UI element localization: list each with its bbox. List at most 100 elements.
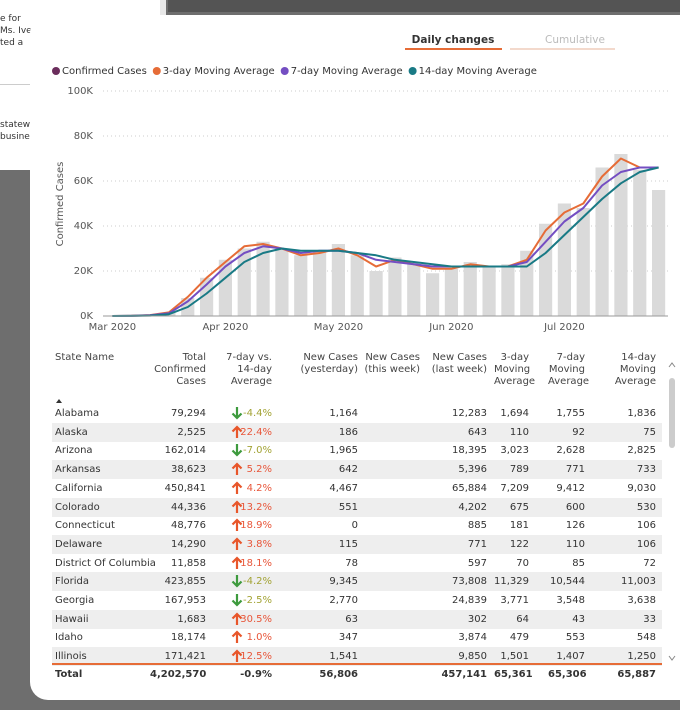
legend-label: 14-day Moving Average [419, 66, 537, 77]
up-arrow [231, 537, 243, 550]
table-cell: 92 [572, 426, 585, 438]
table-cell: 162,014 [164, 445, 206, 457]
table-cell: Connecticut [55, 520, 115, 532]
bar [614, 154, 628, 316]
row-stripe [52, 422, 662, 442]
table-cell: Alabama [55, 408, 100, 419]
bar [275, 248, 289, 316]
table-cell: 3.8% [246, 538, 272, 550]
table-cell: 18,395 [452, 445, 487, 457]
down-arrow [231, 594, 243, 607]
row-stripe [52, 647, 662, 667]
top-strip [168, 0, 680, 12]
down-arrow [231, 407, 243, 420]
table-cell: -0.9% [240, 669, 272, 680]
bar [482, 266, 496, 316]
table-cell: 33 [643, 613, 656, 625]
table-cell: 1,250 [627, 651, 656, 663]
up-arrow [231, 630, 243, 644]
table-cell: 110 [565, 538, 585, 550]
table-cell: Colorado [55, 501, 100, 513]
table-cell [362, 535, 420, 554]
bar [633, 169, 647, 316]
tab-underline [405, 48, 502, 50]
table-cell: 771 [467, 538, 487, 550]
bar [331, 244, 346, 316]
table-cell: 22.4% [240, 426, 272, 438]
table-cell: 13.2% [240, 501, 272, 513]
column-header[interactable]: 7-day Moving Average [548, 352, 590, 387]
bar [312, 250, 327, 316]
up-arrow [231, 481, 243, 494]
table-cell: 347 [338, 632, 358, 644]
table-cell: 597 [467, 557, 487, 569]
tab-underline [510, 48, 615, 50]
tab-cumulative[interactable]: Cumulative [545, 34, 605, 46]
table-cell: 56,806 [319, 669, 358, 680]
y-tick-label: 40K [74, 221, 94, 232]
column-header[interactable]: New Cases (this week) [364, 352, 420, 375]
table-cell: 7,209 [500, 482, 529, 494]
bar [369, 271, 383, 316]
scroll-thumb[interactable] [669, 378, 675, 448]
table-cell: 18,174 [171, 632, 206, 644]
table-cell: 551 [338, 501, 358, 513]
x-tick-label: Apr 2020 [202, 322, 248, 333]
table-cell: 64 [516, 613, 529, 625]
table-cell: 72 [643, 557, 656, 569]
tab-daily[interactable]: Daily changes [412, 34, 495, 46]
table-cell: 1,541 [329, 651, 358, 663]
table-cell: 65,887 [617, 669, 656, 680]
bar [407, 262, 421, 316]
row-stripe [52, 572, 662, 592]
table-cell: 5,396 [458, 464, 487, 476]
column-header[interactable]: 14-day Moving Average [614, 352, 656, 387]
table-cell: 450,841 [164, 482, 206, 494]
table-cell: 43 [572, 613, 585, 625]
table-cell: 885 [467, 520, 487, 532]
table-cell: 3,874 [458, 632, 487, 644]
bar [595, 167, 609, 316]
bar [218, 259, 233, 316]
background-text: ted a [0, 38, 24, 48]
column-header[interactable]: 7-day vs. 14-day Average [226, 352, 272, 387]
table-cell [362, 441, 420, 460]
table-cell: 24,839 [452, 595, 487, 606]
up-arrow [231, 462, 243, 476]
table-cell: 30.5% [240, 613, 272, 625]
table-cell: Delaware [55, 538, 103, 550]
column-header[interactable]: 3-day Moving Average [494, 352, 536, 387]
column-header[interactable]: New Cases (yesterday) [300, 352, 359, 375]
table-cell: 2,525 [177, 426, 206, 438]
table-cell: Total [55, 669, 83, 680]
total-rule [52, 663, 662, 665]
bar [256, 241, 270, 316]
table-cell: District Of Columbia [55, 557, 156, 569]
sort-indicator[interactable] [56, 399, 62, 403]
legend-dot [152, 67, 161, 75]
column-header[interactable]: State Name [55, 352, 115, 363]
line-series [112, 166, 659, 317]
table-cell: 530 [636, 501, 656, 513]
table-cell [362, 423, 420, 442]
table-cell: 12.5% [240, 651, 272, 663]
scroll-down[interactable] [668, 655, 676, 661]
up-arrow [231, 425, 243, 438]
table-cell: 5.2% [246, 464, 272, 476]
scroll-up[interactable] [668, 362, 676, 368]
column-header[interactable]: New Cases (last week) [431, 352, 487, 375]
column-header[interactable]: Total Confirmed Cases [154, 352, 206, 387]
line-series [112, 157, 659, 317]
table-cell: 2,770 [329, 595, 358, 606]
table-cell: 3,023 [500, 445, 529, 457]
table-cell: 1,836 [627, 408, 656, 419]
row-stripe [52, 460, 662, 480]
background-text: statew [0, 120, 31, 130]
y-tick-label: 100K [67, 86, 93, 97]
table-cell: California [55, 482, 103, 494]
table-cell: 48,776 [171, 520, 206, 532]
table-cell: 44,336 [171, 501, 206, 513]
table-cell: 181 [509, 520, 529, 532]
x-tick-label: Jun 2020 [428, 322, 473, 333]
